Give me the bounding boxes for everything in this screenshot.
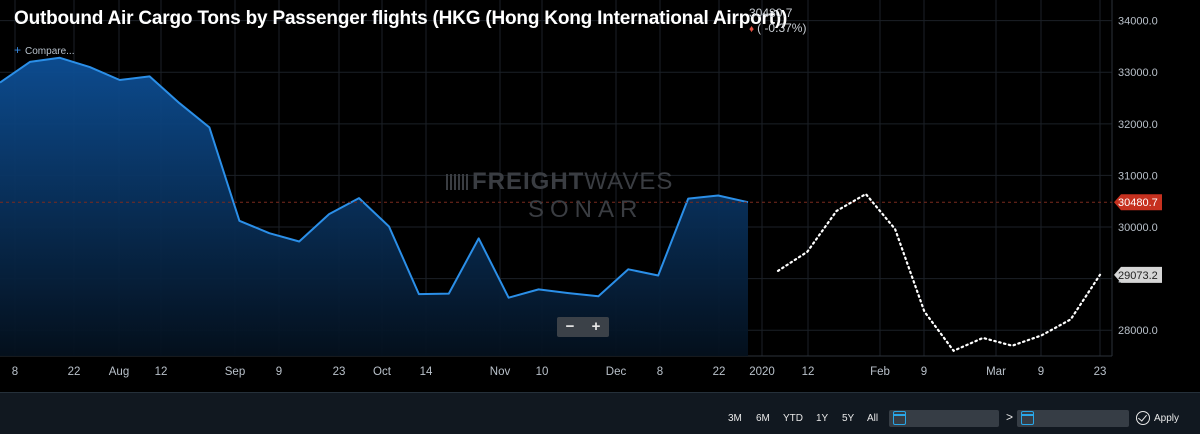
compare-label: Compare... xyxy=(25,46,75,57)
last-change: ♦( -0.37%) xyxy=(749,21,806,35)
plus-icon: + xyxy=(14,43,22,57)
y-tick-label: 34000.0 xyxy=(1118,16,1158,28)
range-3m-button[interactable]: 3M xyxy=(728,413,742,424)
toolbar-divider xyxy=(0,392,1200,393)
zoom-in-button[interactable]: + xyxy=(591,318,601,335)
chart-title: Outbound Air Cargo Tons by Passenger fli… xyxy=(14,8,788,29)
watermark-bars-icon xyxy=(446,174,468,190)
y-tick-label: 31000.0 xyxy=(1118,170,1158,182)
y-tick-label: 32000.0 xyxy=(1118,119,1158,131)
range-ytd-button[interactable]: YTD xyxy=(783,413,803,424)
x-tick-label: 14 xyxy=(420,366,433,378)
watermark-sonar: SONAR xyxy=(528,196,644,223)
x-tick-label: Aug xyxy=(109,366,129,378)
range-1y-button[interactable]: 1Y xyxy=(816,413,829,424)
line-chart: 8 22 Aug 12 Sep 9 23 Oct 14 Nov 10 Dec 8 22 2020 12 Feb 9… xyxy=(0,0,1162,378)
y-tick-label: 30000.0 xyxy=(1118,222,1158,234)
calendar-icon[interactable] xyxy=(893,411,906,425)
x-tick-label: Sep xyxy=(225,366,245,378)
watermark-freightwaves: FREIGHTWAVES xyxy=(446,168,673,196)
x-tick-label: 9 xyxy=(276,366,282,378)
x-tick-label: 22 xyxy=(68,366,81,378)
watermark-text-bold: FREIGHT xyxy=(472,168,585,195)
compare-button[interactable]: + Compare... xyxy=(14,43,74,57)
zoom-control: − + xyxy=(557,317,609,337)
x-tick-label: 12 xyxy=(155,366,168,378)
x-tick-label: 12 xyxy=(802,366,815,378)
start-date-input[interactable] xyxy=(889,410,999,427)
chevron-right-icon: > xyxy=(1006,410,1014,424)
range-5y-button[interactable]: 5Y xyxy=(842,413,855,424)
last-value: 30480.7 xyxy=(749,6,793,20)
change-value: ( -0.37%) xyxy=(757,21,807,35)
x-tick-label: 23 xyxy=(333,366,346,378)
series-line xyxy=(0,56,749,299)
last-value-tag: 30480.7 xyxy=(1118,197,1158,209)
x-tick-label: Feb xyxy=(870,366,890,378)
chart-area[interactable]: 8 22 Aug 12 Sep 9 23 Oct 14 Nov 10 Dec 8 22 2020 12 Feb 9… xyxy=(0,0,1200,392)
x-tick-label: Mar xyxy=(986,366,1006,378)
apply-button[interactable]: Apply xyxy=(1154,413,1180,424)
range-all-button[interactable]: All xyxy=(867,413,879,424)
range-6m-button[interactable]: 6M xyxy=(756,413,770,424)
zoom-out-button[interactable]: − xyxy=(565,318,575,335)
series-area xyxy=(0,57,748,357)
x-tick-label: Nov xyxy=(490,366,511,378)
x-tick-label: 2020 xyxy=(749,366,775,378)
x-tick-label: 23 xyxy=(1094,366,1107,378)
calendar-icon[interactable] xyxy=(1021,411,1034,425)
range-toolbar xyxy=(0,392,1200,434)
y-tick-label: 33000.0 xyxy=(1118,67,1158,79)
x-tick-label: Oct xyxy=(373,366,392,378)
x-tick-label: 8 xyxy=(657,366,663,378)
y-tick-label: 28000.0 xyxy=(1118,325,1158,337)
down-arrow-icon: ♦ xyxy=(749,24,755,35)
x-tick-label: 22 xyxy=(713,366,726,378)
forecast-value-tag: 29073.2 xyxy=(1118,270,1158,282)
x-tick-label: Dec xyxy=(606,366,627,378)
end-date-input[interactable] xyxy=(1017,410,1129,427)
x-tick-label: 9 xyxy=(1038,366,1044,378)
x-tick-label: 8 xyxy=(12,366,18,378)
forecast-line xyxy=(776,192,1102,353)
forecast-value-tag-bg xyxy=(1114,266,1162,283)
last-value-tag-bg xyxy=(1114,194,1162,211)
watermark-text-light: WAVES xyxy=(584,168,674,195)
x-tick-label: 9 xyxy=(921,366,927,378)
check-circle-icon[interactable] xyxy=(1136,411,1150,425)
x-tick-label: 10 xyxy=(536,366,549,378)
